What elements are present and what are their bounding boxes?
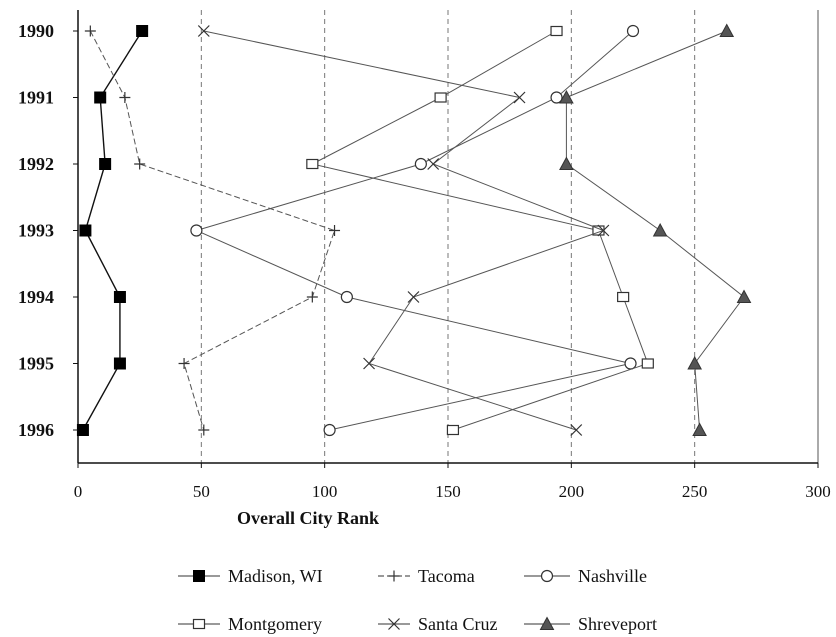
series-shreveport bbox=[559, 23, 752, 436]
point-santa-cruz-1991 bbox=[513, 91, 526, 104]
point-nashville-1996 bbox=[323, 423, 336, 437]
series-line-nashville bbox=[194, 30, 634, 431]
series-line-santa-cruz bbox=[203, 30, 605, 431]
point-tacoma-1996 bbox=[198, 424, 210, 436]
legend-label-tacoma: Tacoma bbox=[418, 566, 475, 586]
point-tacoma-1991 bbox=[119, 92, 131, 103]
year-label-1996: 1996 bbox=[18, 420, 54, 440]
point-madison-wi-1992 bbox=[99, 158, 112, 170]
legend-marker-montgomery bbox=[192, 618, 206, 630]
legend-item-shreveport: Shreveport bbox=[524, 614, 657, 634]
point-santa-cruz-1992 bbox=[427, 158, 440, 170]
legend-item-madison-wi: Madison, WI bbox=[178, 566, 323, 586]
x-tick-label-250: 250 bbox=[682, 482, 708, 501]
point-madison-wi-1995 bbox=[113, 357, 126, 370]
series-montgomery bbox=[306, 25, 654, 436]
series-line-tacoma bbox=[89, 30, 336, 431]
point-nashville-1992 bbox=[414, 157, 427, 171]
point-shreveport-1990 bbox=[719, 23, 735, 37]
x-tick-label-200: 200 bbox=[559, 482, 585, 501]
point-santa-cruz-1996 bbox=[570, 424, 583, 436]
series-santa-cruz bbox=[197, 25, 610, 436]
year-label-1992: 1992 bbox=[18, 154, 54, 174]
point-madison-wi-1993 bbox=[79, 224, 92, 237]
series-line-madison-wi bbox=[82, 30, 143, 431]
x-tick-labels: 0 50 100 150 200 250 300 bbox=[74, 463, 831, 501]
legend-item-nashville: Nashville bbox=[524, 566, 647, 586]
x-tick-label-0: 0 bbox=[74, 482, 83, 501]
point-nashville-1993 bbox=[190, 224, 203, 237]
point-montgomery-1996 bbox=[446, 424, 460, 436]
point-montgomery-1992 bbox=[306, 158, 319, 170]
x-tick-label-150: 150 bbox=[435, 482, 461, 501]
legend-marker-tacoma bbox=[388, 570, 400, 582]
point-tacoma-1995 bbox=[178, 358, 190, 369]
point-montgomery-1995 bbox=[641, 358, 654, 369]
series-madison-wi bbox=[76, 25, 149, 436]
point-madison-wi-1996 bbox=[76, 424, 89, 436]
legend-label-nashville: Nashville bbox=[578, 566, 647, 586]
series-nashville bbox=[190, 24, 640, 437]
x-tick-label-300: 300 bbox=[805, 482, 831, 501]
point-shreveport-1995 bbox=[687, 355, 703, 370]
point-montgomery-1990 bbox=[550, 25, 563, 37]
point-madison-wi-1991 bbox=[94, 91, 107, 104]
point-montgomery-1991 bbox=[434, 92, 447, 103]
legend-label-madison-wi: Madison, WI bbox=[228, 566, 323, 586]
point-santa-cruz-1995 bbox=[363, 357, 375, 370]
legend-label-shreveport: Shreveport bbox=[578, 614, 657, 634]
point-montgomery-1994 bbox=[617, 291, 630, 303]
year-label-1994: 1994 bbox=[18, 287, 54, 307]
point-shreveport-1996 bbox=[692, 422, 707, 436]
x-tick-label-50: 50 bbox=[193, 482, 210, 501]
legend-label-montgomery: Montgomery bbox=[228, 614, 322, 634]
point-nashville-1990 bbox=[626, 24, 640, 38]
point-shreveport-1992 bbox=[559, 156, 574, 170]
point-nashville-1995 bbox=[624, 357, 637, 370]
point-tacoma-1994 bbox=[306, 291, 318, 303]
point-madison-wi-1990 bbox=[136, 25, 149, 37]
point-santa-cruz-1990 bbox=[197, 25, 210, 37]
legend-marker-nashville bbox=[540, 569, 554, 583]
legend-item-tacoma: Tacoma bbox=[378, 566, 475, 586]
year-label-1993: 1993 bbox=[18, 221, 54, 241]
gridlines bbox=[200, 10, 819, 463]
point-nashville-1994 bbox=[340, 290, 353, 304]
point-shreveport-1993 bbox=[652, 222, 668, 237]
point-tacoma-1990 bbox=[84, 25, 96, 37]
point-tacoma-1993 bbox=[329, 225, 341, 236]
legend: Madison, WI Tacoma Nashville Montgomery Sant… bbox=[178, 566, 657, 634]
series-layer bbox=[76, 23, 752, 437]
point-nashville-1991 bbox=[550, 91, 563, 104]
series-tacoma bbox=[84, 25, 341, 436]
legend-marker-madison-wi bbox=[193, 570, 205, 582]
point-santa-cruz-1994 bbox=[407, 291, 420, 303]
legend-label-santa-cruz: Santa Cruz bbox=[418, 614, 497, 634]
x-axis-title: Overall City Rank bbox=[237, 508, 379, 528]
point-tacoma-1992 bbox=[134, 158, 146, 170]
x-tick-label-100: 100 bbox=[312, 482, 338, 501]
legend-item-santa-cruz: Santa Cruz bbox=[378, 614, 497, 634]
legend-marker-santa-cruz bbox=[388, 618, 400, 630]
legend-item-montgomery: Montgomery bbox=[178, 614, 322, 634]
year-labels: 1990 1991 1992 1993 1994 1995 1996 bbox=[18, 21, 78, 440]
year-label-1995: 1995 bbox=[18, 354, 54, 374]
point-madison-wi-1994 bbox=[113, 291, 126, 303]
point-shreveport-1991 bbox=[559, 89, 574, 104]
year-label-1990: 1990 bbox=[18, 21, 54, 41]
legend-marker-shreveport bbox=[539, 616, 555, 630]
point-santa-cruz-1993 bbox=[597, 224, 610, 237]
year-label-1991: 1991 bbox=[18, 88, 54, 108]
point-shreveport-1994 bbox=[736, 289, 752, 303]
